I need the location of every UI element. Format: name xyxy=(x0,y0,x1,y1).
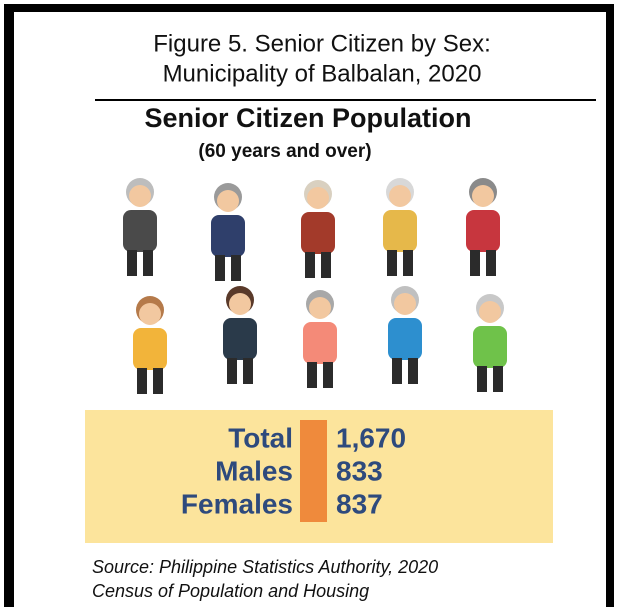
frame-right xyxy=(606,4,614,607)
person-body xyxy=(223,318,257,360)
source-line: Source: Philippine Statistics Authority,… xyxy=(92,557,438,577)
person-body xyxy=(301,212,335,254)
stat-value: 833 xyxy=(336,455,383,486)
title-line: Municipality of Balbalan, 2020 xyxy=(163,60,482,87)
person-leg xyxy=(127,250,137,276)
person-leg xyxy=(403,250,413,276)
person-head xyxy=(229,293,251,315)
person-leg xyxy=(477,366,487,392)
person-head xyxy=(139,303,161,325)
stats-bar xyxy=(300,420,327,522)
person-leg xyxy=(470,250,480,276)
person-leg xyxy=(143,250,153,276)
person-head xyxy=(389,185,411,207)
person-leg xyxy=(137,368,147,394)
frame-top xyxy=(4,4,614,12)
person-leg xyxy=(231,255,241,281)
subheading: (60 years and over) xyxy=(198,141,371,162)
person-leg xyxy=(227,358,237,384)
person-body xyxy=(388,318,422,360)
person-leg xyxy=(392,358,402,384)
person-leg xyxy=(215,255,225,281)
frame-left xyxy=(4,4,14,607)
person-body xyxy=(473,326,507,368)
person-leg xyxy=(305,252,315,278)
stat-label: Total xyxy=(228,422,293,453)
person-leg xyxy=(408,358,418,384)
person-leg xyxy=(493,366,503,392)
stat-value: 837 xyxy=(336,488,383,519)
person-head xyxy=(479,301,501,323)
person-head xyxy=(217,190,239,212)
person-leg xyxy=(321,252,331,278)
stat-value: 1,670 xyxy=(336,422,406,453)
person-leg xyxy=(486,250,496,276)
person-leg xyxy=(243,358,253,384)
stat-label: Females xyxy=(181,488,293,519)
source-line: Census of Population and Housing xyxy=(92,581,369,601)
person-body xyxy=(466,210,500,252)
person-leg xyxy=(323,362,333,388)
person-body xyxy=(133,328,167,370)
person-leg xyxy=(387,250,397,276)
heading: Senior Citizen Population xyxy=(144,103,471,133)
person-head xyxy=(394,293,416,315)
person-body xyxy=(303,322,337,364)
person-leg xyxy=(153,368,163,394)
person-body xyxy=(123,210,157,252)
person-head xyxy=(472,185,494,207)
stats: Total 1,670 Males 833 Females 837 xyxy=(181,422,406,519)
person-body xyxy=(383,210,417,252)
person-head xyxy=(309,297,331,319)
person-head xyxy=(307,187,329,209)
person-leg xyxy=(307,362,317,388)
person-head xyxy=(129,185,151,207)
illustrations xyxy=(123,178,507,394)
stat-label: Males xyxy=(215,455,293,486)
title-line: Figure 5. Senior Citizen by Sex: xyxy=(153,30,491,57)
person-body xyxy=(211,215,245,257)
